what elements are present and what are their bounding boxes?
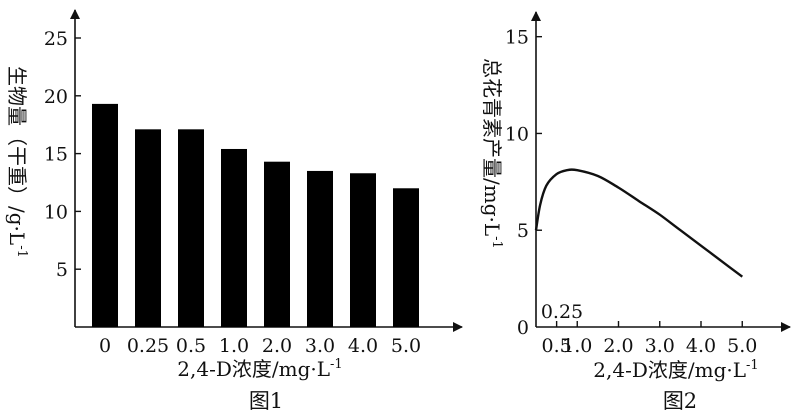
chart-2-y-tick-label: 15 — [505, 27, 529, 49]
chart-1-x-tick-label: 3.0 — [305, 335, 335, 357]
chart-1-bar — [350, 173, 376, 327]
chart-1-y-tick-label: 20 — [44, 86, 68, 108]
chart-2-x-tick-label: 0.5 — [542, 335, 572, 357]
chart-1-x-tick-label: 0.25 — [127, 335, 169, 357]
chart-1-x-tick-label: 0.5 — [176, 335, 206, 357]
chart-2-x-label: 2,4-D浓度/mg·L-1 — [593, 358, 758, 382]
chart-1-bar — [178, 129, 204, 327]
chart-2-y-tick-label: 10 — [505, 123, 529, 145]
chart-1-y-tick-label: 10 — [44, 201, 68, 223]
chart-2-x-tick-label: 5.0 — [727, 335, 757, 357]
chart-1-bar: 5 10 15 20 25 0 0.25 0.5 1.0 2.0 3.0 4.0 5.0 2,4-D浓… — [5, 9, 463, 413]
chart-2-y-tick-label: 5 — [517, 220, 529, 242]
chart-1-x-tick-label: 2.0 — [262, 335, 292, 357]
chart-1-y-tick-label: 25 — [44, 28, 68, 50]
chart-2-x-annotation: 0.25 — [541, 301, 583, 323]
chart-1-x-tick-label: 4.0 — [348, 335, 378, 357]
chart-1-y-tick-label: 15 — [44, 144, 68, 166]
chart-1-caption: 图1 — [249, 389, 283, 413]
chart-1-x-tick-label: 0 — [99, 335, 111, 357]
chart-1-bar — [92, 103, 118, 327]
chart-2-line: 0 5 10 15 0.51.0 2.0 3.0 4.0 5.0 0.25 2,4-D浓度/m… — [480, 11, 791, 413]
chart-2-caption: 图2 — [663, 389, 697, 413]
chart-2-y-tick-label: 0 — [517, 317, 529, 339]
chart-1-y-tick-label: 5 — [56, 259, 68, 281]
chart-2-x-tick-label: 4.0 — [686, 335, 716, 357]
chart-2-y-label: 总花青素产量/mg·L-1 — [480, 58, 504, 249]
chart-1-x-tick-label: 1.0 — [219, 335, 249, 357]
chart-1-y-label: 生物量（干重）/g·L-1 — [5, 66, 29, 258]
chart-1-bar — [307, 170, 333, 327]
chart-1-bar — [221, 148, 247, 327]
chart-1-bar — [135, 129, 161, 327]
chart-2-x-tick-label: 1.0 — [562, 335, 592, 357]
chart-2-x-tick-label: 2.0 — [603, 335, 633, 357]
chart-2-series-line — [534, 168, 744, 278]
chart-1-bar — [264, 161, 290, 327]
chart-1-bar — [393, 188, 419, 327]
chart-1-x-label: 2,4-D浓度/mg·L-1 — [177, 357, 342, 381]
chart-2-x-tick-label: 3.0 — [645, 335, 675, 357]
chart-1-x-tick-label: 5.0 — [391, 335, 421, 357]
